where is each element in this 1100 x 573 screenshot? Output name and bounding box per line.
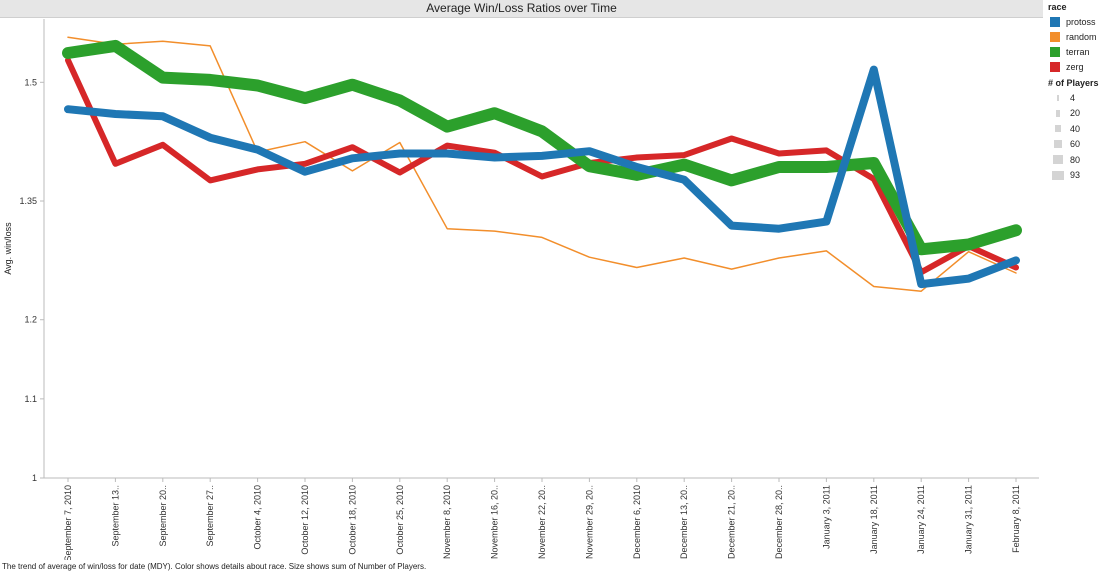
legend-label: zerg	[1066, 61, 1084, 72]
y-tick-label: 1	[32, 473, 37, 483]
y-tick-label: 1.1	[24, 394, 37, 404]
size-swatch	[1052, 155, 1064, 165]
x-tick-label: November 16, 20..	[490, 485, 500, 559]
legend-item-terran[interactable]: terran	[1046, 44, 1100, 59]
size-legend-item: 20	[1046, 106, 1100, 122]
size-label: 80	[1070, 154, 1081, 165]
x-tick-label: January 31, 2011	[964, 485, 974, 554]
size-swatch	[1057, 94, 1059, 101]
x-tick-label: December 13, 20..	[679, 485, 689, 559]
x-tick-label: January 18, 2011	[869, 485, 879, 554]
x-tick-label: November 8, 2010	[442, 485, 452, 559]
x-tick-label: December 28, 20..	[774, 485, 784, 559]
legend-swatch	[1050, 46, 1060, 57]
legend-label: protoss	[1066, 16, 1096, 27]
y-tick-label: 1.5	[24, 77, 37, 87]
series-line-terran	[62, 39, 1022, 256]
legend-item-random[interactable]: random	[1046, 29, 1100, 44]
size-label: 40	[1070, 123, 1081, 134]
size-label: 60	[1070, 139, 1081, 150]
size-label: 4	[1070, 92, 1076, 103]
x-tick-label: October 25, 2010	[395, 485, 405, 555]
x-tick-label: September 13..	[110, 485, 120, 547]
size-swatch	[1055, 125, 1061, 133]
y-axis-label: Avg. win/loss	[3, 222, 13, 275]
x-tick-label: December 21, 20..	[727, 485, 737, 559]
x-tick-label: January 3, 2011	[821, 485, 831, 549]
x-tick-label: October 12, 2010	[300, 485, 310, 555]
size-label: 20	[1070, 108, 1081, 119]
legend-swatch	[1050, 61, 1060, 72]
size-swatch	[1056, 109, 1060, 117]
y-tick-label: 1.35	[19, 196, 37, 206]
size-legend-item: 93	[1046, 168, 1100, 184]
series-line-protoss	[64, 65, 1020, 289]
x-tick-label: November 22, 20..	[537, 485, 547, 559]
size-label: 93	[1070, 170, 1081, 181]
size-swatch	[1053, 140, 1063, 149]
legend-size-title: # of Players	[1048, 78, 1099, 88]
color-legend: protoss random terran zerg	[1046, 14, 1100, 74]
legend-label: random	[1066, 31, 1097, 42]
x-tick-label: October 4, 2010	[253, 485, 263, 550]
size-swatch	[1052, 170, 1064, 180]
size-legend-item: 60	[1046, 137, 1100, 153]
x-tick-label: January 24, 2011	[916, 485, 926, 554]
x-tick-label: October 18, 2010	[347, 485, 357, 555]
plot-area: 1 1.1 1.2 1.35 1.5 Avg. win/loss September 7, …	[3, 19, 1039, 560]
x-tick-label: September 20..	[158, 485, 168, 547]
x-tick-label: September 7, 2010	[63, 485, 73, 560]
x-tick-label: February 8, 2011	[1011, 485, 1021, 553]
legend-item-zerg[interactable]: zerg	[1046, 59, 1100, 74]
legend-color-title: race	[1048, 2, 1067, 12]
chart-footnote: The trend of average of win/loss for dat…	[2, 562, 427, 571]
x-tick-label: September 27..	[205, 485, 215, 547]
x-tick-label: November 29, 20..	[584, 485, 594, 559]
legend-item-protoss[interactable]: protoss	[1046, 14, 1100, 29]
size-legend: 4 20 40 60 80 93	[1046, 90, 1100, 183]
size-legend-item: 4	[1046, 90, 1100, 106]
legend-swatch	[1050, 16, 1060, 27]
legend-swatch	[1050, 31, 1060, 42]
legend: race protoss random terran zerg # of Player…	[1046, 0, 1100, 183]
size-legend-item: 40	[1046, 121, 1100, 137]
size-legend-item: 80	[1046, 152, 1100, 168]
legend-label: terran	[1066, 46, 1090, 57]
chart-title: Average Win/Loss Ratios over Time	[0, 0, 1043, 18]
x-tick-label: December 6, 2010	[632, 485, 642, 559]
y-tick-label: 1.2	[24, 315, 37, 325]
